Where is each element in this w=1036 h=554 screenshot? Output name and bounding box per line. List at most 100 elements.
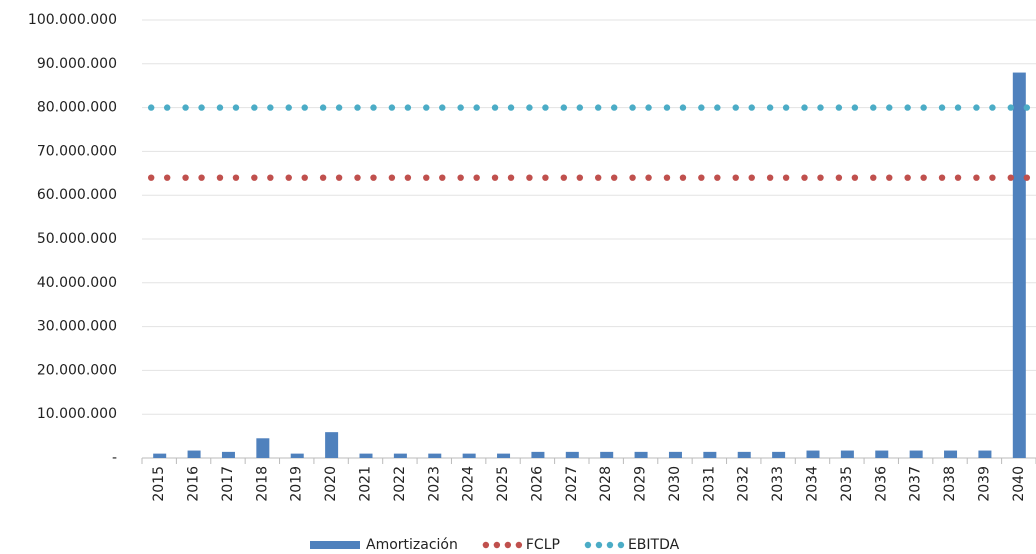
dot xyxy=(319,104,327,111)
dot xyxy=(526,174,533,181)
dot xyxy=(714,174,721,181)
dot xyxy=(473,104,480,111)
x-tick-label: 2029 xyxy=(633,466,649,502)
dot xyxy=(886,174,893,181)
x-tick-label: 2032 xyxy=(736,466,752,502)
x-tick-label: 2023 xyxy=(426,466,442,502)
bar xyxy=(600,451,614,458)
bar xyxy=(909,450,923,458)
dot xyxy=(388,174,396,181)
dot xyxy=(989,174,996,181)
dot xyxy=(920,104,927,111)
dot xyxy=(457,174,464,181)
dot xyxy=(870,174,877,181)
dot xyxy=(526,104,533,111)
bar xyxy=(221,451,235,458)
y-tick-label: 30.000.000 xyxy=(37,319,117,335)
y-tick-label: 90.000.000 xyxy=(37,56,117,72)
dot xyxy=(147,104,155,111)
y-tick-label: 50.000.000 xyxy=(37,231,117,247)
dot xyxy=(163,174,171,181)
dot xyxy=(423,174,430,181)
dot xyxy=(301,104,308,111)
dot xyxy=(835,174,843,181)
legend-label: Amortización xyxy=(366,537,458,553)
dot xyxy=(645,104,652,111)
dot xyxy=(782,174,790,181)
dot xyxy=(714,104,721,111)
dot xyxy=(594,104,602,111)
dot xyxy=(507,104,515,111)
bar xyxy=(944,450,958,458)
dot xyxy=(904,104,911,111)
dot xyxy=(835,104,843,111)
dot xyxy=(542,104,549,111)
bar xyxy=(668,451,682,458)
dot xyxy=(198,174,205,181)
dot xyxy=(267,174,274,181)
dot xyxy=(1023,174,1031,181)
dot xyxy=(870,104,877,111)
dot xyxy=(629,104,636,111)
dot xyxy=(232,104,240,111)
dot xyxy=(973,104,980,111)
legend-swatch xyxy=(584,541,592,549)
dot xyxy=(542,174,549,181)
x-tick-label: 2037 xyxy=(908,466,924,502)
x-tick-label: 2024 xyxy=(461,466,477,502)
bar xyxy=(428,453,442,458)
dot xyxy=(851,104,859,111)
y-tick-label: 20.000.000 xyxy=(37,362,117,378)
y-tick-label: 10.000.000 xyxy=(37,406,117,422)
dot xyxy=(423,104,430,111)
legend-swatch xyxy=(617,541,625,549)
legend-swatch xyxy=(482,541,490,549)
x-tick-label: 2030 xyxy=(667,466,683,502)
dot xyxy=(370,104,377,111)
legend-swatch xyxy=(606,541,614,549)
legend-label: EBITDA xyxy=(628,537,680,553)
dot xyxy=(354,104,361,111)
dot xyxy=(817,174,824,181)
x-tick-label: 2034 xyxy=(805,466,821,502)
dot xyxy=(989,104,996,111)
bar xyxy=(497,453,511,458)
dot xyxy=(886,104,893,111)
y-tick-label: 100.000.000 xyxy=(28,12,117,28)
bar xyxy=(187,450,201,458)
y-tick-label: 80.000.000 xyxy=(37,100,117,116)
x-tick-label: 2040 xyxy=(1011,466,1027,502)
dot xyxy=(251,104,258,111)
dot xyxy=(801,174,808,181)
dot xyxy=(698,104,705,111)
dot xyxy=(251,174,258,181)
dot xyxy=(732,174,739,181)
x-tick-label: 2039 xyxy=(976,466,992,502)
x-tick-label: 2025 xyxy=(495,466,511,502)
y-tick-label: 60.000.000 xyxy=(37,187,117,203)
dot xyxy=(766,104,774,111)
bar xyxy=(153,453,167,458)
dot xyxy=(576,174,584,181)
x-tick-label: 2018 xyxy=(254,466,270,502)
dot xyxy=(335,104,343,111)
bar xyxy=(634,451,648,458)
dot xyxy=(439,174,446,181)
dot xyxy=(319,174,327,181)
dot xyxy=(354,174,361,181)
dot xyxy=(594,174,602,181)
dot xyxy=(663,104,671,111)
bar xyxy=(1012,72,1026,458)
dot xyxy=(629,174,636,181)
dot xyxy=(938,174,946,181)
bar xyxy=(737,451,751,458)
dot xyxy=(1023,104,1031,111)
legend-swatch xyxy=(595,541,603,549)
dot xyxy=(285,174,292,181)
dot xyxy=(801,104,808,111)
dot xyxy=(817,104,824,111)
legend-swatch xyxy=(310,541,360,549)
dot xyxy=(163,104,171,111)
dot xyxy=(610,104,618,111)
